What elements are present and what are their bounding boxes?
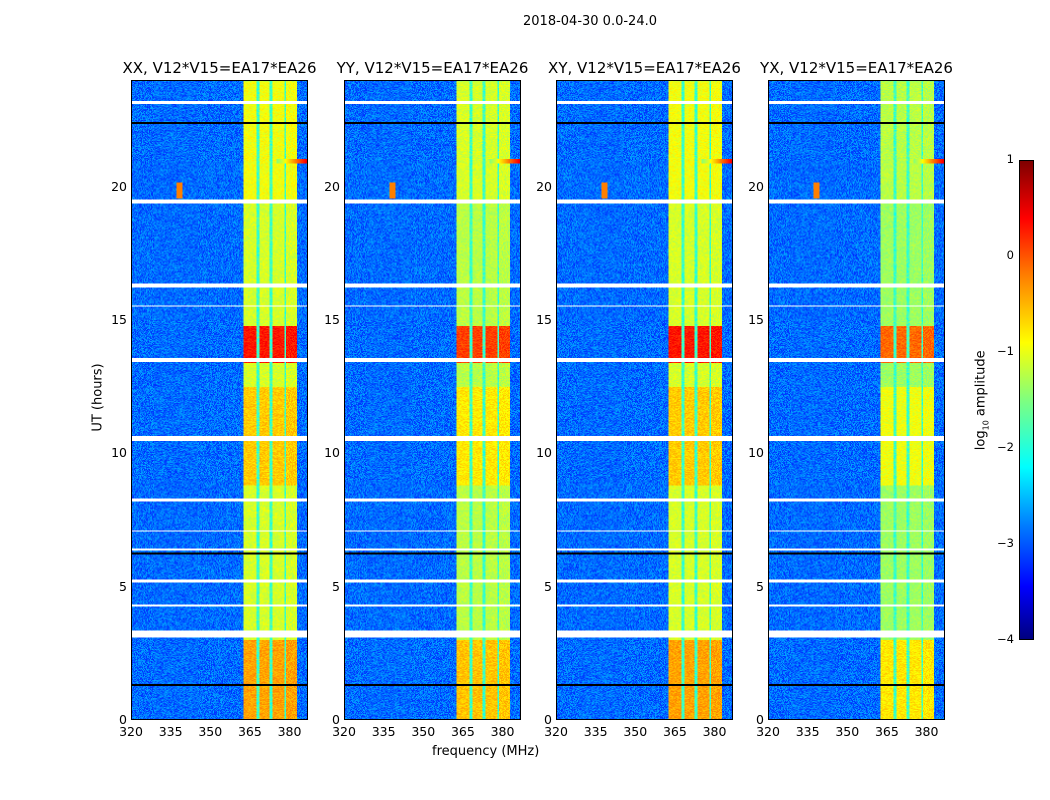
spectrogram-panel [556, 80, 733, 720]
panel-title: XY, V12*V15=EA17*EA26 [548, 59, 741, 77]
x-tick-label: 335 [371, 724, 396, 739]
x-tick-label: 380 [914, 724, 939, 739]
panel-title: YX, V12*V15=EA17*EA26 [760, 59, 953, 77]
x-tick-label: 320 [119, 724, 143, 739]
y-tick-label: 0 [756, 712, 764, 727]
x-tick-label: 365 [237, 724, 262, 739]
y-tick-label: 5 [544, 578, 552, 594]
x-tick-label: 350 [623, 724, 648, 739]
y-tick-label: 5 [332, 578, 340, 594]
y-tick-label: 10 [748, 445, 764, 461]
x-axis-label: frequency (MHz) [432, 744, 540, 759]
x-tick-label: 380 [490, 724, 515, 739]
colorbar [1019, 160, 1034, 640]
y-tick-label: 15 [748, 312, 764, 327]
x-tick-label: 350 [411, 724, 436, 739]
x-tick-label: 335 [158, 724, 183, 739]
panel-title: XX, V12*V15=EA17*EA26 [122, 59, 317, 77]
colorbar-tick-label: −2 [997, 440, 1014, 454]
y-tick-label: 0 [119, 712, 127, 727]
y-tick-label: 20 [324, 178, 340, 194]
x-tick-label: 380 [702, 724, 727, 739]
x-tick-label: 365 [874, 724, 899, 739]
colorbar-tick-label: −4 [997, 632, 1014, 646]
x-tick-label: 320 [544, 724, 568, 739]
figure-title: 2018-04-30 0.0-24.0 [523, 14, 657, 29]
x-tick-label: 320 [332, 724, 356, 739]
spectrogram-panel [768, 80, 945, 720]
x-tick-label: 350 [198, 724, 223, 739]
spectrogram-image [557, 81, 732, 719]
y-tick-label: 15 [324, 312, 340, 327]
y-tick-label: 15 [536, 312, 552, 327]
y-tick-label: 20 [111, 178, 127, 194]
x-tick-label: 320 [756, 724, 780, 739]
y-tick-label: 20 [536, 178, 552, 194]
colorbar-tick-label: −3 [997, 536, 1014, 550]
colorbar-tick-label: 0 [1006, 248, 1014, 262]
spectrogram-panel [344, 80, 521, 720]
y-tick-label: 5 [119, 578, 127, 594]
y-tick-label: 0 [544, 712, 552, 727]
spectrogram-image [132, 81, 307, 719]
colorbar-tick-label: −1 [997, 344, 1014, 358]
y-tick-label: 10 [111, 445, 127, 461]
x-tick-label: 350 [835, 724, 860, 739]
y-tick-label: 20 [748, 178, 764, 194]
y-tick-label: 0 [332, 712, 340, 727]
y-tick-label: 10 [536, 445, 552, 461]
x-tick-label: 365 [662, 724, 687, 739]
x-tick-label: 380 [277, 724, 302, 739]
x-tick-label: 335 [795, 724, 820, 739]
spectrogram-panel [131, 80, 308, 720]
y-tick-label: 5 [756, 578, 764, 594]
spectrogram-image [345, 81, 520, 719]
x-tick-label: 365 [450, 724, 475, 739]
colorbar-tick-label: 1 [1006, 152, 1014, 166]
panel-title: YY, V12*V15=EA17*EA26 [336, 59, 529, 77]
y-tick-label: 10 [324, 445, 340, 461]
spectrogram-image [769, 81, 944, 719]
x-tick-label: 335 [583, 724, 608, 739]
colorbar-label: log10 amplitude [973, 350, 991, 451]
y-tick-label: 15 [111, 312, 127, 327]
y-axis-label: UT (hours) [90, 363, 106, 432]
